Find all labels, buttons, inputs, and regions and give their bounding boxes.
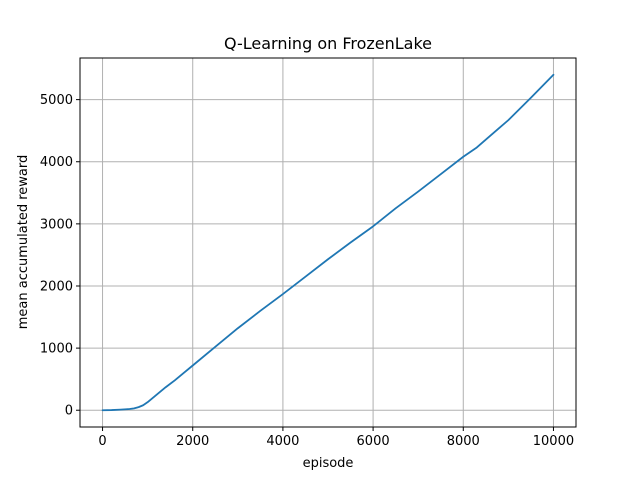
series-layer xyxy=(101,73,555,412)
series-line xyxy=(101,73,555,412)
grid-layer xyxy=(80,58,576,427)
y-tick-label: 0 xyxy=(65,404,73,419)
x-tick-label: 0 xyxy=(98,434,106,449)
y-axis-label: mean accumulated reward xyxy=(16,155,31,329)
tick-layer: 0 2000 4000 6000 8000 10000 0 1000 2000 3000 4000 5… xyxy=(40,93,574,449)
y-tick-label: 4000 xyxy=(40,155,73,170)
plot-frame xyxy=(79,57,577,428)
x-tick-label: 2000 xyxy=(176,434,209,449)
y-tick-label: 3000 xyxy=(40,217,73,232)
y-tick-label: 1000 xyxy=(40,342,73,357)
chart-title: Q-Learning on FrozenLake xyxy=(224,34,432,53)
y-tick-label: 5000 xyxy=(40,93,73,108)
y-tick-label: 2000 xyxy=(40,279,73,294)
x-axis-label: episode xyxy=(303,456,354,471)
x-tick-label: 8000 xyxy=(447,434,480,449)
x-tick-label: 6000 xyxy=(357,434,390,449)
x-tick-label: 4000 xyxy=(266,434,299,449)
x-tick-label: 10000 xyxy=(533,434,574,449)
